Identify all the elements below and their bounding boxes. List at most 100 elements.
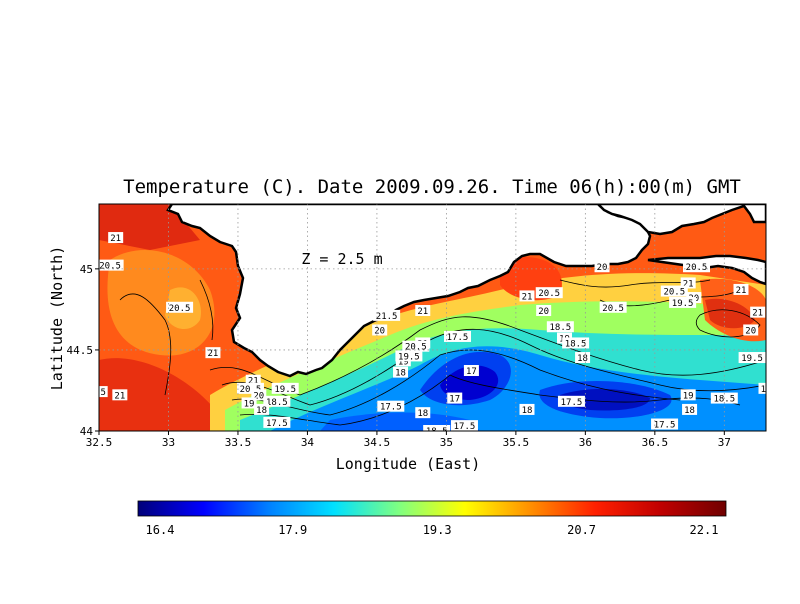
contour-label-box	[680, 389, 696, 401]
contour-label: 20.5	[535, 287, 563, 299]
contour-label: 21	[205, 347, 221, 359]
contour-label-box	[395, 350, 423, 362]
contour-label-box	[450, 420, 478, 431]
x-tick-label: 34	[301, 436, 315, 449]
colorbar-tick-label: 22.1	[690, 523, 719, 537]
contour-label-text: 18	[684, 406, 695, 416]
contour-label-text: 19.5	[274, 385, 296, 395]
x-tick-label: 36	[579, 436, 592, 449]
colorbar-ticks: 16.4 17.9 19.3 20.7 22.1	[146, 523, 719, 537]
contour-label: 19.5	[395, 350, 423, 362]
contour-label-text: 20.5	[99, 262, 121, 272]
x-tick-label: 37	[718, 436, 731, 449]
contour-label-text: 20.5	[240, 385, 262, 395]
contour-label: 18	[415, 407, 431, 419]
contour-label: 20.5	[402, 340, 430, 353]
y-axis-label: Latitude (North)	[48, 246, 66, 391]
contour-label-text: 18.5	[565, 339, 587, 349]
contour-label-box	[402, 340, 430, 352]
contour-label-text: 18	[577, 354, 588, 364]
contour-label-text: 18	[522, 406, 533, 416]
x-tick-label: 32.5	[86, 436, 113, 449]
contour-label: 18.5	[562, 337, 590, 349]
contour-label: 17.5	[444, 330, 472, 343]
contour-label-text: 17.5	[447, 333, 469, 343]
contour-label: 20.5	[660, 285, 688, 298]
contour-label: 21	[415, 305, 431, 317]
contour-label-box	[251, 389, 267, 401]
plot-frame	[98, 203, 767, 432]
contour-label: 18.5	[423, 425, 451, 437]
contour-label-box	[423, 425, 451, 431]
kerch-land-mask	[596, 204, 766, 236]
contour-label-box	[415, 407, 431, 419]
contour-label-box	[99, 386, 108, 398]
contour-label: 18	[575, 352, 591, 364]
contour-label-text: 18	[417, 409, 428, 419]
contour-label-text: 20	[253, 391, 264, 401]
contour-label-box	[254, 403, 270, 415]
temperature-field	[99, 204, 766, 431]
contour-label-text: 21	[110, 234, 121, 244]
contour-label: 18.5	[546, 321, 574, 333]
contour-label-text: 19	[683, 391, 694, 401]
contour-label-box	[463, 365, 479, 377]
contour-label-text: 20.5	[169, 304, 191, 314]
contour-label-text: 19	[398, 357, 409, 367]
contour-label-text: 21	[248, 377, 259, 387]
contour-label: 20	[536, 305, 552, 317]
y-tick-label: 45	[80, 263, 93, 276]
contour-label-text: 20	[745, 326, 756, 336]
x-axis-label: Longitude (East)	[336, 455, 481, 473]
contour-label-box	[271, 382, 299, 394]
colorbar-tick-label: 16.4	[146, 523, 175, 537]
contour-label-box	[372, 324, 388, 336]
y-tick-label: 44.5	[67, 344, 94, 357]
contour-label: 21	[733, 283, 749, 296]
contour-label: 19	[758, 382, 772, 395]
contour-label-text: 20.5	[602, 304, 624, 314]
contour-label-box	[562, 337, 590, 349]
contour-label: 20.5	[99, 259, 124, 272]
contour-label-box	[599, 301, 627, 313]
colorbar-tick-label: 19.3	[423, 523, 452, 537]
contour-label-box	[536, 305, 552, 317]
contour-label-text: 21	[683, 279, 694, 289]
contour-label-box	[205, 347, 221, 359]
contour-label: 18	[519, 403, 535, 416]
contour-label-text: 21	[752, 309, 763, 319]
contour-label-text: 18.5	[426, 427, 448, 437]
contour-label: 17.5	[557, 395, 585, 408]
contour-label: 20.5	[683, 261, 711, 273]
contour-label: 19	[680, 389, 696, 401]
contour-label: 19.5	[738, 352, 766, 364]
contour-label: 19.5	[271, 382, 299, 395]
contour-label: 21	[108, 232, 124, 244]
contour-label: 21	[750, 306, 766, 319]
x-tick-label: 36.5	[642, 436, 669, 449]
contour-label: 21	[112, 389, 128, 401]
contour-label-box	[236, 382, 264, 394]
contour-label: 20	[372, 324, 388, 336]
contour-label-box	[535, 287, 563, 299]
contour-label-text: 20.5	[686, 263, 708, 273]
contour-label: 18.5	[263, 395, 291, 408]
contour-label-text: 20	[597, 263, 608, 273]
contour-label-text: 19	[761, 385, 772, 395]
contour-label-text: 5	[100, 388, 105, 398]
contour-label-text: 17.5	[454, 422, 476, 432]
x-tick-label: 35.5	[503, 436, 530, 449]
contour-label-box	[263, 416, 291, 428]
contour-label-text: 18	[395, 369, 406, 379]
contour-label-text: 20	[374, 326, 385, 336]
contour-label: 17.5	[263, 416, 291, 429]
contour-label-text: 20	[538, 307, 549, 317]
contour-label-box	[546, 321, 574, 333]
contour-label: 18	[393, 366, 409, 379]
contour-label-box	[519, 403, 535, 415]
contour-label-box	[660, 285, 688, 297]
colorbar-tick-label: 20.7	[567, 523, 596, 537]
contour-label: 20.5	[236, 382, 264, 395]
